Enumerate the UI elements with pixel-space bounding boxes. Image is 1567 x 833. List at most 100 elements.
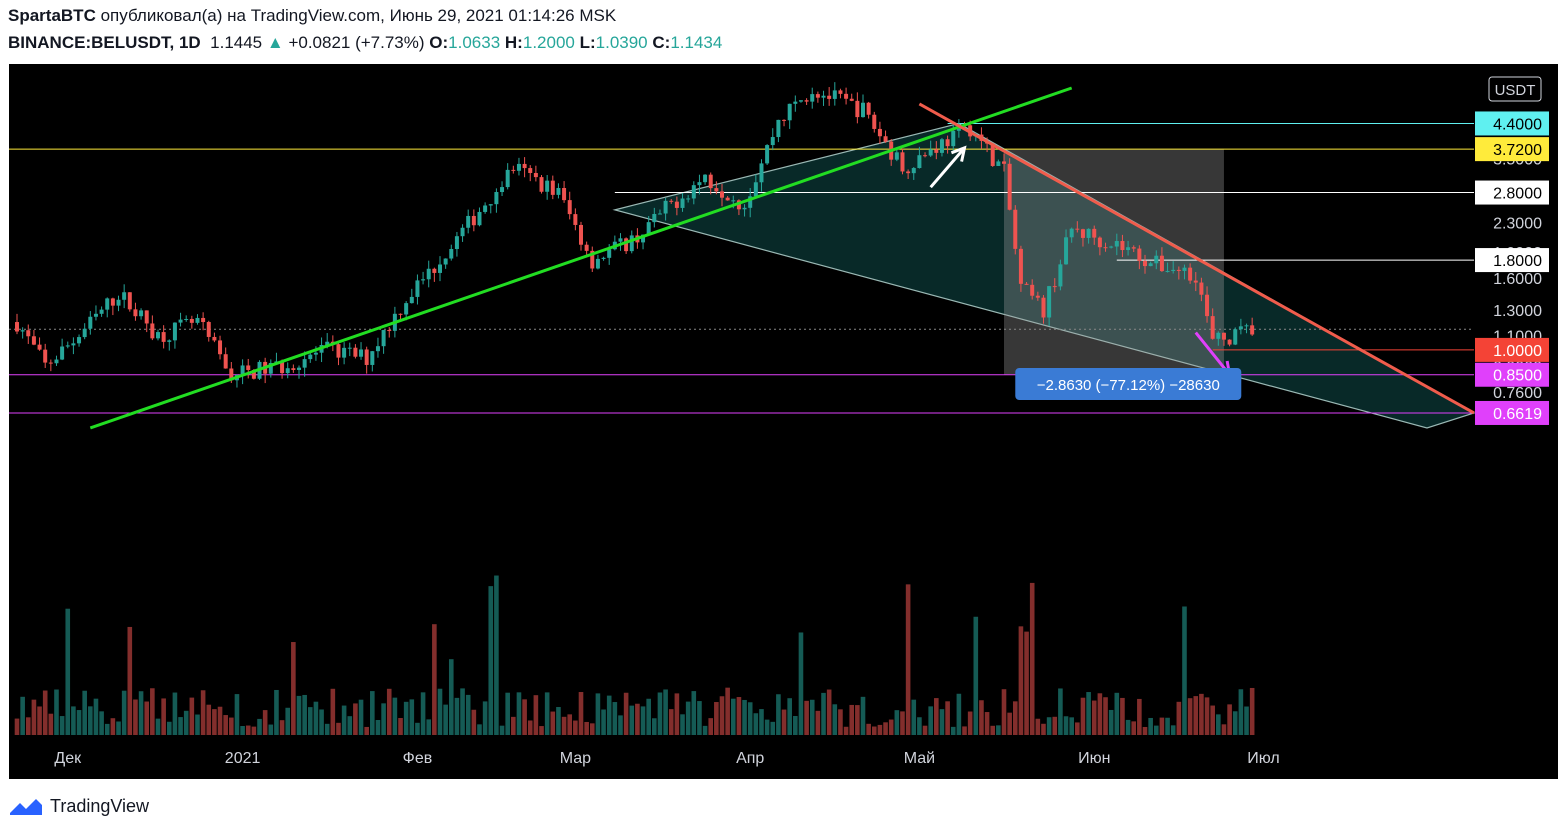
- price-level-tag: [1475, 337, 1549, 362]
- candle-body: [928, 149, 933, 156]
- candle-body: [240, 365, 245, 376]
- x-tick-label: Июл: [1247, 750, 1279, 767]
- chart-svg[interactable]: −2.8630 (−77.12%) −28630 5.50003.50002.8…: [9, 64, 1558, 779]
- candle-body: [697, 182, 702, 186]
- volume-bar: [443, 704, 448, 735]
- volume-bar: [1035, 718, 1041, 735]
- volume-bar: [138, 691, 144, 735]
- red-trendline: [918, 102, 1475, 415]
- volume-bar: [381, 703, 386, 735]
- volume-bar: [730, 698, 736, 735]
- candle-body: [798, 100, 803, 102]
- volume-bar: [928, 706, 933, 735]
- volume-bar: [251, 726, 257, 735]
- candle-body: [1097, 237, 1102, 248]
- volume-bar: [708, 718, 714, 735]
- volume-bar: [1216, 714, 1221, 735]
- candle-body: [1182, 267, 1187, 271]
- candle-body: [990, 143, 995, 166]
- candle-body: [742, 207, 747, 210]
- candle-body: [601, 257, 606, 259]
- close-label: C:: [652, 33, 671, 52]
- volume-bar: [996, 725, 1001, 735]
- volume-bar: [494, 575, 499, 735]
- candle-body: [618, 238, 623, 242]
- volume-bar: [781, 709, 787, 735]
- volume-bar: [877, 724, 883, 735]
- volume-bar: [206, 704, 212, 735]
- candle-body: [595, 258, 600, 269]
- volume-bar: [1137, 698, 1142, 735]
- volume-bar: [1199, 693, 1204, 735]
- volume-bar: [787, 698, 792, 735]
- volume-bar: [409, 699, 415, 735]
- candle-body: [65, 345, 70, 347]
- volume-bar: [1210, 705, 1215, 735]
- volume-bar: [65, 608, 71, 735]
- volume-bar: [127, 626, 133, 735]
- candle-body: [285, 368, 290, 374]
- volume-bar: [296, 695, 302, 735]
- candle-body: [821, 95, 826, 98]
- candle-body: [861, 102, 865, 118]
- volume-bar: [392, 697, 398, 735]
- volume-bar: [736, 697, 742, 735]
- candle-body: [370, 351, 375, 365]
- candle-body: [167, 340, 172, 342]
- chart-area[interactable]: −2.8630 (−77.12%) −28630 5.50003.50002.8…: [9, 64, 1558, 779]
- volume-bar: [319, 709, 324, 735]
- volume-bar: [460, 688, 465, 735]
- candle-body: [1143, 260, 1147, 267]
- candle-body: [1018, 248, 1023, 284]
- y-tick-label: 1.3000: [1493, 303, 1542, 320]
- volume-bar: [59, 716, 65, 735]
- candle-body: [590, 250, 595, 269]
- volume-bar: [979, 700, 984, 735]
- volume-bar: [1131, 721, 1137, 735]
- volume-bar: [838, 709, 843, 735]
- volume-bar: [652, 718, 657, 735]
- tradingview-footer[interactable]: TradingView: [8, 795, 149, 817]
- candle-body: [748, 196, 753, 208]
- volume-bar: [499, 725, 505, 735]
- volume-bar: [37, 706, 42, 735]
- volume-bar: [121, 690, 127, 735]
- candle-body: [60, 346, 65, 360]
- candle-body: [844, 93, 849, 99]
- x-tick-label: 2021: [225, 750, 261, 767]
- candle-body: [765, 145, 770, 164]
- volume-bar: [1046, 717, 1052, 735]
- volume-bar: [268, 724, 274, 735]
- candle-body: [364, 349, 369, 365]
- candle-body: [1047, 286, 1052, 318]
- candle-body: [184, 318, 189, 320]
- candle-body: [336, 344, 341, 358]
- volume-bar: [674, 693, 680, 735]
- volume-bar: [1058, 688, 1063, 735]
- volume-bar: [403, 701, 409, 735]
- volume-bar: [567, 714, 573, 735]
- author-name[interactable]: SpartaBTC: [8, 6, 96, 25]
- green-trendline: [89, 86, 1073, 430]
- candle-body: [669, 200, 674, 202]
- candle-body: [680, 198, 685, 208]
- volume-bar: [324, 723, 330, 735]
- candle-body: [917, 155, 922, 169]
- volume-bar: [76, 710, 82, 735]
- price-level-tag-label: 3.7200: [1493, 142, 1542, 159]
- candle-body: [951, 130, 956, 147]
- candle-body: [116, 299, 121, 306]
- candle-body: [686, 198, 691, 200]
- volume-bar: [606, 695, 612, 735]
- candle-body: [1188, 267, 1193, 281]
- candle-body: [26, 330, 31, 337]
- candle-body: [996, 161, 1001, 166]
- high-label: H:: [504, 33, 523, 52]
- volume-bar: [1244, 706, 1249, 735]
- candle-body: [545, 180, 550, 192]
- volume-bar: [1108, 709, 1114, 735]
- volume-bar: [1153, 725, 1159, 735]
- candle-body: [1086, 228, 1091, 238]
- volume-bar: [561, 716, 567, 735]
- volume-bar: [82, 690, 87, 735]
